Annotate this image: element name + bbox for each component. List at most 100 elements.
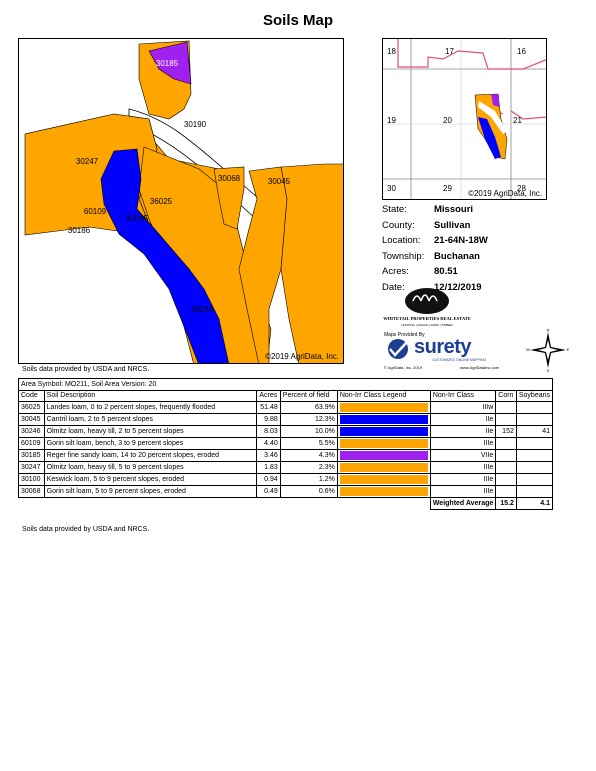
table-row: 30246 Olmitz loam, heavy till, 2 to 5 per… [18, 425, 554, 438]
cell-acres: 0.94 [256, 473, 281, 486]
table-row: 30068 Gorin silt loam, 5 to 9 percent slo… [18, 485, 554, 498]
maps-provided-by: Maps Provided By [384, 332, 425, 338]
cell-legend-swatch [336, 401, 431, 414]
table-header: Code [18, 389, 45, 402]
table-row: 60109 Gorin silt loam, bench, 3 to 9 perc… [18, 437, 554, 450]
table-header: Soybeans [515, 389, 554, 402]
map-label: 30190 [184, 120, 207, 129]
cell-description: Gorin silt loam, 5 to 9 percent slopes, … [43, 485, 258, 498]
info-label: Acres: [382, 266, 409, 278]
map-label: 30045 [268, 177, 291, 186]
cell-corn [495, 461, 517, 474]
surety-logo: Maps Provided By surety CUSTOMIZED ONLIN… [382, 332, 517, 372]
area-symbol-row: Area Symbol: MO211, Soil Area Version: 2… [18, 378, 553, 391]
cell-code: 30045 [18, 413, 45, 426]
section-label: 16 [517, 47, 526, 56]
table-header: Non-Irr Class Legend [336, 389, 431, 402]
compass-s: S [547, 368, 550, 372]
cell-percent: 0.6% [279, 485, 338, 498]
map-label: 30247 [76, 157, 99, 166]
weighted-corn: 15.2 [495, 497, 517, 510]
table-header: Acres [256, 389, 281, 402]
info-row-township: Township: Buchanan [382, 249, 488, 265]
cell-code: 30246 [18, 425, 45, 438]
cell-acres: 9.88 [256, 413, 281, 426]
info-row-location: Location: 21-64N-18W [382, 233, 488, 249]
cell-percent: 2.3% [279, 461, 338, 474]
info-label: Location: [382, 235, 421, 247]
cell-legend-swatch [336, 485, 431, 498]
surety-url: www.AgriDataInc.com [460, 365, 500, 370]
cell-soybeans [515, 473, 554, 486]
cell-corn: 152 [495, 425, 517, 438]
surety-subtext: CUSTOMIZED ONLINE MAPPING [432, 358, 487, 362]
cell-corn [495, 485, 517, 498]
section-label: 20 [443, 116, 452, 125]
cell-class: IIIe [429, 461, 497, 474]
cell-code: 30247 [18, 461, 45, 474]
cell-corn [495, 437, 517, 450]
cell-class: IIIe [429, 437, 497, 450]
section-label: 21 [513, 116, 522, 125]
legend-color-swatch [339, 451, 428, 460]
map-label: 30246 [191, 305, 214, 314]
info-value: Sullivan [434, 219, 471, 231]
cell-description: Olmitz loam, heavy till, 2 to 5 percent … [43, 425, 258, 438]
cell-code: 30185 [18, 449, 45, 462]
cell-soybeans [515, 485, 554, 498]
cell-soybeans [515, 461, 554, 474]
soils-map[interactable]: 30185 30190 30247 36025 30068 30045 6010… [18, 38, 344, 364]
cell-soybeans [515, 413, 554, 426]
cell-description: Olmitz loam, heavy till, 5 to 9 percent … [43, 461, 258, 474]
info-value: Buchanan [434, 250, 480, 262]
weighted-soybeans: 4.1 [515, 497, 554, 510]
cell-class: IIIe [429, 485, 497, 498]
info-row-county: County: Sullivan [382, 218, 488, 234]
section-label: 17 [445, 47, 454, 56]
compass-e: E [567, 347, 570, 352]
cell-code: 36025 [18, 401, 45, 414]
weighted-average-row: Weighted Average 15.2 4.1 [19, 497, 554, 510]
cell-corn [495, 413, 517, 426]
location-inset-map[interactable]: 18 17 16 19 20 21 30 29 28 ©2019 AgriDat… [382, 38, 547, 200]
weighted-average-label: Weighted Average [429, 497, 497, 510]
cell-class: VIIe [429, 449, 497, 462]
table-row: 30185 Reger fine sandy loam, 14 to 20 per… [18, 449, 554, 462]
usda-note-bottom: Soils data provided by USDA and NRCS. [22, 526, 150, 533]
legend-color-swatch [339, 487, 428, 496]
info-value: 12/12/2019 [434, 281, 482, 293]
section-label: 19 [387, 116, 396, 125]
table-row: 30247 Olmitz loam, heavy till, 5 to 9 per… [18, 461, 554, 474]
cell-acres: 51.48 [256, 401, 281, 414]
legend-color-swatch [339, 427, 428, 436]
legend-color-swatch [339, 463, 428, 472]
cell-acres: 4.40 [256, 437, 281, 450]
legend-color-swatch [339, 475, 428, 484]
whitetail-logo-text: WHITETAIL PROPERTIES REAL ESTATE [383, 316, 471, 321]
cell-class: IIe [429, 413, 497, 426]
cell-acres: 3.46 [256, 449, 281, 462]
cell-legend-swatch [336, 473, 431, 486]
table-row: 30045 Cantril loam, 2 to 5 percent slopes… [18, 413, 554, 426]
area-symbol: Area Symbol: MO211, Soil Area Version: 2… [18, 378, 553, 391]
section-label: 28 [517, 184, 526, 193]
info-label: County: [382, 219, 415, 231]
cell-percent: 1.2% [279, 473, 338, 486]
inset-credit: ©2019 AgriData, Inc. [468, 189, 542, 198]
cell-corn [495, 401, 517, 414]
table-header: Soil Description [43, 389, 258, 402]
legend-color-swatch [339, 403, 428, 412]
map-label: 60109 [84, 207, 107, 216]
cell-corn [495, 449, 517, 462]
cell-corn [495, 473, 517, 486]
section-label: 30 [387, 184, 396, 193]
map-label: 30045 [126, 214, 149, 223]
compass-n: N [547, 328, 550, 333]
legend-color-swatch [339, 439, 428, 448]
info-value: 80.51 [434, 266, 458, 278]
cell-legend-swatch [336, 425, 431, 438]
info-label: Township: [382, 250, 425, 262]
legend-color-swatch [339, 415, 428, 424]
cell-description: Keswick loam, 5 to 9 percent slopes, ero… [43, 473, 258, 486]
section-label: 18 [387, 47, 396, 56]
